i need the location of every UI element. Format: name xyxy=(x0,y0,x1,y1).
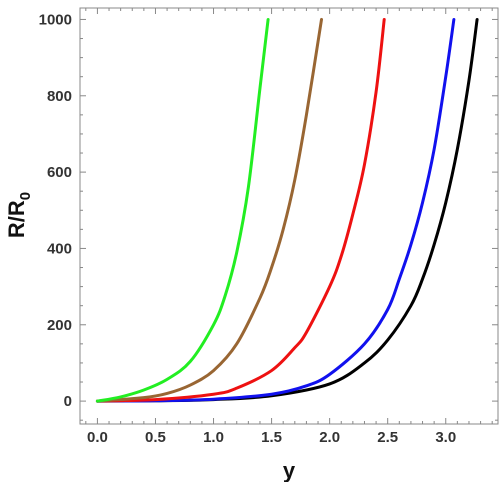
x-tick-label: 1.5 xyxy=(261,429,282,446)
series-line-3 xyxy=(95,17,456,403)
series-line-0 xyxy=(95,17,270,403)
y-tick-label: 800 xyxy=(47,88,72,105)
x-tick-label: 2.5 xyxy=(377,429,398,446)
y-tick-label: 200 xyxy=(47,317,72,334)
x-tick-label: 1.0 xyxy=(203,429,224,446)
y-axis-label-main: R/R xyxy=(4,200,29,238)
series-line-2 xyxy=(95,17,386,403)
x-axis-label: y xyxy=(283,458,296,482)
y-axis-label: R/R0 xyxy=(4,192,34,238)
y-tick-label: 400 xyxy=(47,240,72,257)
tick-labels: 0.0 0.5 1.0 1.5 2.0 2.5 3.0 0 200 400 600 800 1000 xyxy=(39,11,457,446)
x-tick-label: 0.0 xyxy=(87,429,108,446)
plot-frame xyxy=(79,7,499,425)
axis-ticks xyxy=(80,8,498,424)
x-tick-label: 0.5 xyxy=(145,429,166,446)
y-tick-label: 1000 xyxy=(39,11,72,28)
y-tick-label: 600 xyxy=(47,164,72,181)
x-tick-label: 2.0 xyxy=(319,429,340,446)
series-line-1 xyxy=(95,17,324,403)
y-tick-label: 0 xyxy=(64,393,72,410)
series-group xyxy=(95,17,479,403)
y-axis-label-sub: 0 xyxy=(17,192,34,200)
x-tick-label: 3.0 xyxy=(435,429,456,446)
